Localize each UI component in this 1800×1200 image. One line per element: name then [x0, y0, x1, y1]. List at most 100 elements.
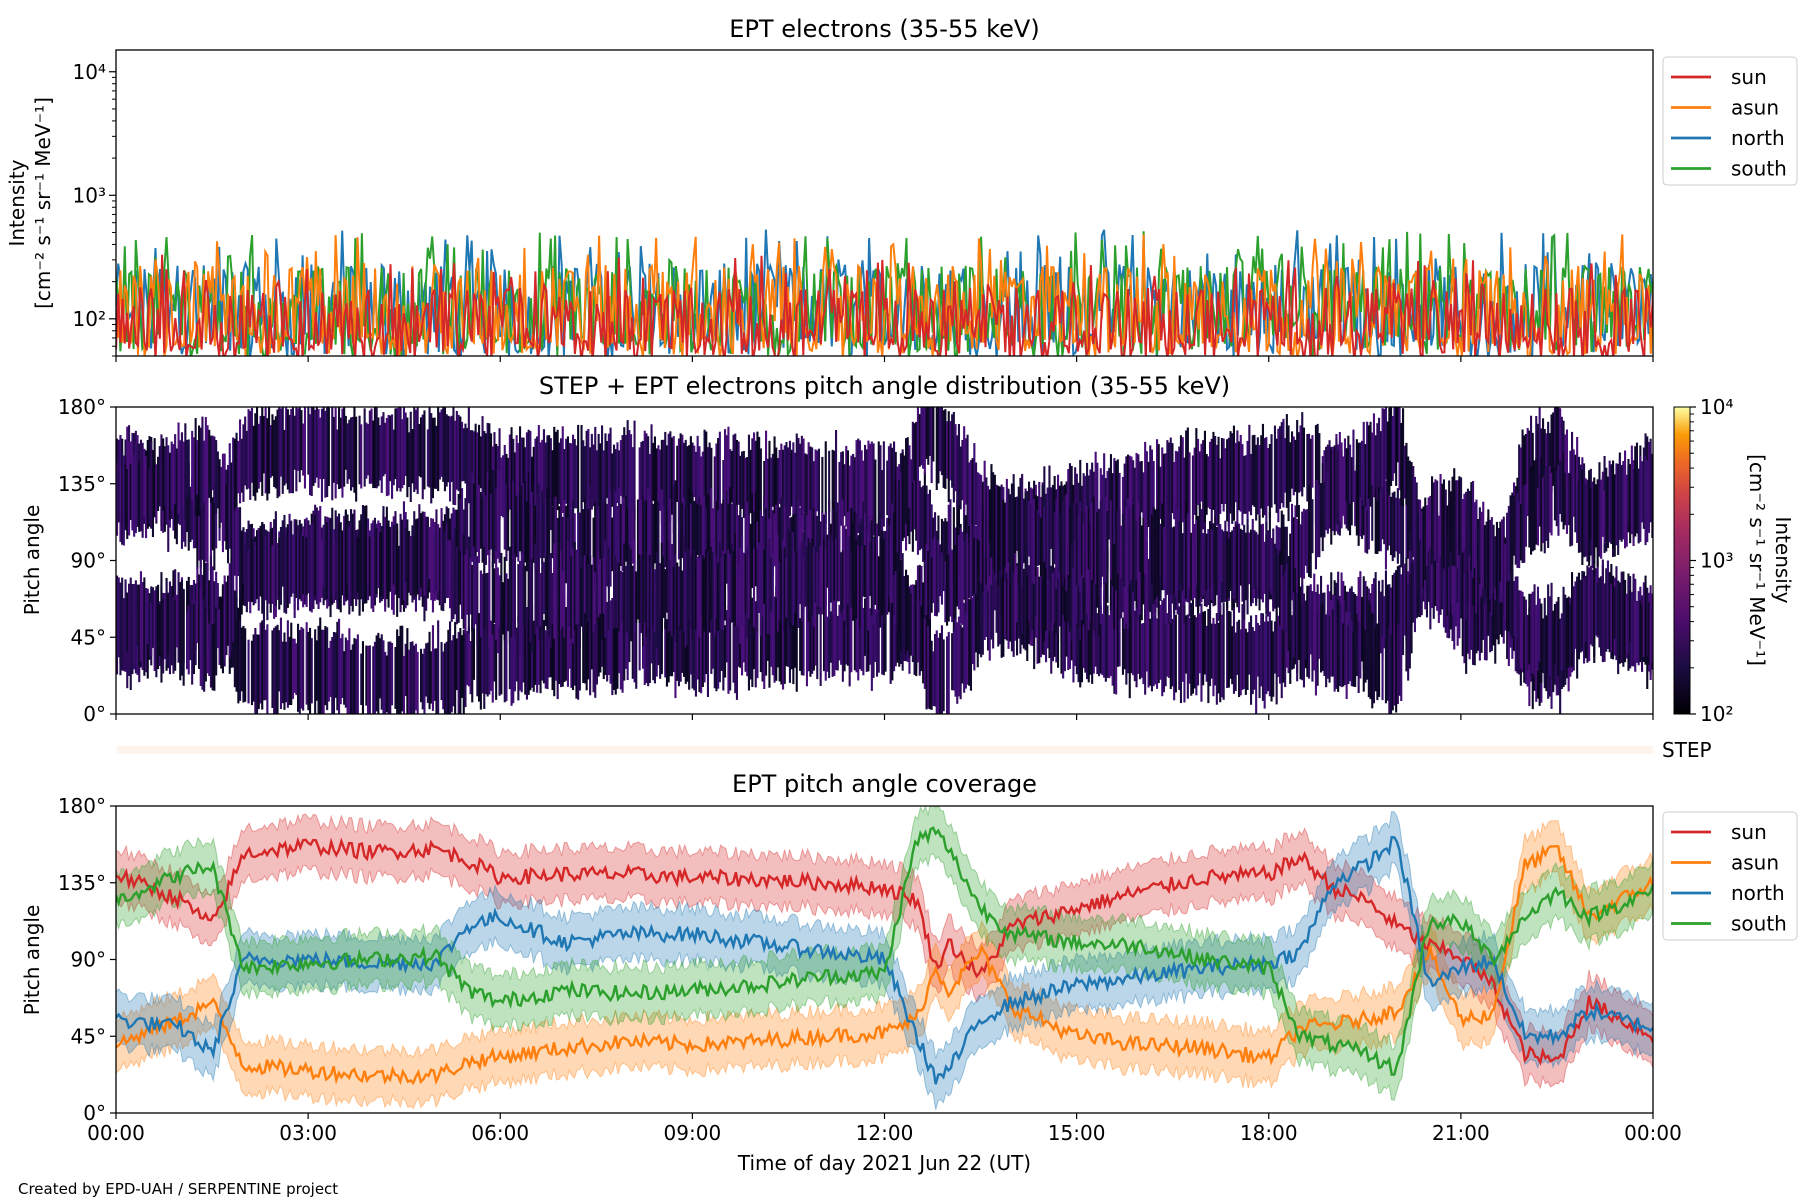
pad-cell [1239, 528, 1242, 586]
pad-cell [513, 611, 517, 692]
pad-cell [1410, 564, 1413, 654]
pad-cell [361, 505, 365, 603]
pad-cell [122, 598, 125, 659]
y-tick-label: 45° [71, 1024, 106, 1048]
pad-cell [1598, 577, 1601, 638]
pad-cell [741, 451, 744, 509]
pad-cell [761, 589, 764, 682]
pad-cell [1149, 445, 1152, 540]
pad-cell [539, 573, 542, 627]
pad-cell [780, 550, 783, 625]
pad-cell [1333, 595, 1336, 692]
pad-cell [1111, 515, 1114, 586]
pad-cell [811, 447, 814, 525]
pad-cell [385, 506, 388, 600]
pad-cell [1227, 538, 1230, 598]
pad-cell [160, 585, 163, 683]
pad-cell [887, 524, 891, 597]
pad-cell [650, 566, 653, 627]
pad-cell [1261, 613, 1265, 701]
pad-cell [879, 537, 882, 628]
pad-cell [380, 531, 383, 596]
pad-cell [1265, 615, 1268, 695]
pad-cell [1420, 511, 1423, 599]
pad-cell [273, 627, 276, 714]
pad-cell [262, 524, 266, 621]
pad-cell [751, 438, 754, 522]
pad-cell [237, 440, 240, 494]
pad-cell [382, 640, 385, 714]
pad-cell [1086, 505, 1089, 572]
pad-cell [780, 595, 783, 685]
pad-cell [568, 442, 571, 524]
pad-cell [684, 616, 687, 684]
pad-cell [387, 414, 390, 496]
pad-cell [1106, 605, 1109, 678]
pad-cell [1207, 608, 1210, 704]
pad-cell [846, 590, 850, 666]
pad-cell [1562, 452, 1565, 530]
pad-cell [1236, 525, 1239, 608]
pad-cell [1502, 516, 1505, 589]
pad-cell [1150, 608, 1154, 692]
pad-cell [867, 440, 870, 535]
pad-cell [575, 549, 578, 625]
pad-cell [795, 433, 798, 531]
pad-cell [1063, 543, 1066, 622]
pad-cell [484, 612, 488, 695]
pad-cell [408, 530, 411, 593]
pad-cell [182, 441, 185, 507]
pad-cell [1649, 465, 1652, 520]
pad-cell [201, 416, 204, 510]
pad-cell [1091, 588, 1094, 684]
pad-cell [893, 511, 896, 576]
pad-cell [770, 506, 773, 596]
pad-cell [245, 430, 248, 490]
pad-cell [811, 539, 814, 616]
pad-cell [560, 610, 563, 688]
pad-cell [184, 423, 187, 520]
pad-cell [440, 409, 443, 477]
pad-cell [174, 434, 177, 505]
pad-cell [995, 543, 998, 618]
x-tick-label: 21:00 [1432, 1121, 1490, 1145]
pad-cell [1021, 492, 1024, 587]
pad-cell [428, 526, 431, 580]
pad-cell [677, 438, 681, 523]
pad-cell [758, 508, 761, 572]
pad-cell [536, 492, 539, 588]
pad-cell [256, 634, 259, 714]
pad-cell [1514, 489, 1517, 565]
pad-cell [597, 551, 600, 618]
pad-cell [1425, 505, 1429, 566]
pad-cell [527, 561, 530, 621]
pad-cell [191, 430, 194, 500]
pad-cell [715, 614, 718, 692]
pad-cell [269, 425, 272, 478]
pad-cell [681, 570, 684, 623]
pad-cell [1326, 473, 1329, 534]
pad-cell [1316, 612, 1319, 686]
pad-y-label: Pitch angle [20, 505, 44, 616]
pad-cell [870, 441, 873, 527]
pad-cell [433, 531, 436, 596]
pad-cell [1115, 598, 1118, 695]
legend-box [1662, 811, 1798, 941]
pad-cell [1121, 476, 1125, 531]
coverage-line-asun [116, 844, 1653, 1086]
pad-cell [1058, 485, 1061, 540]
pad-cell [478, 424, 481, 509]
pad-cell [638, 554, 641, 623]
pad-cell [611, 453, 614, 507]
pad-cell [934, 634, 937, 707]
pad-cell [1282, 514, 1285, 596]
pad-cell [1091, 549, 1094, 624]
pad-cell [922, 485, 925, 562]
pad-cell [1612, 460, 1615, 549]
pad-cell [1489, 520, 1492, 600]
pad-cell [1096, 613, 1099, 675]
pad-cell [377, 632, 380, 714]
pad-cell [387, 641, 390, 714]
pad-cell [783, 605, 786, 684]
pad-cell [341, 530, 344, 596]
